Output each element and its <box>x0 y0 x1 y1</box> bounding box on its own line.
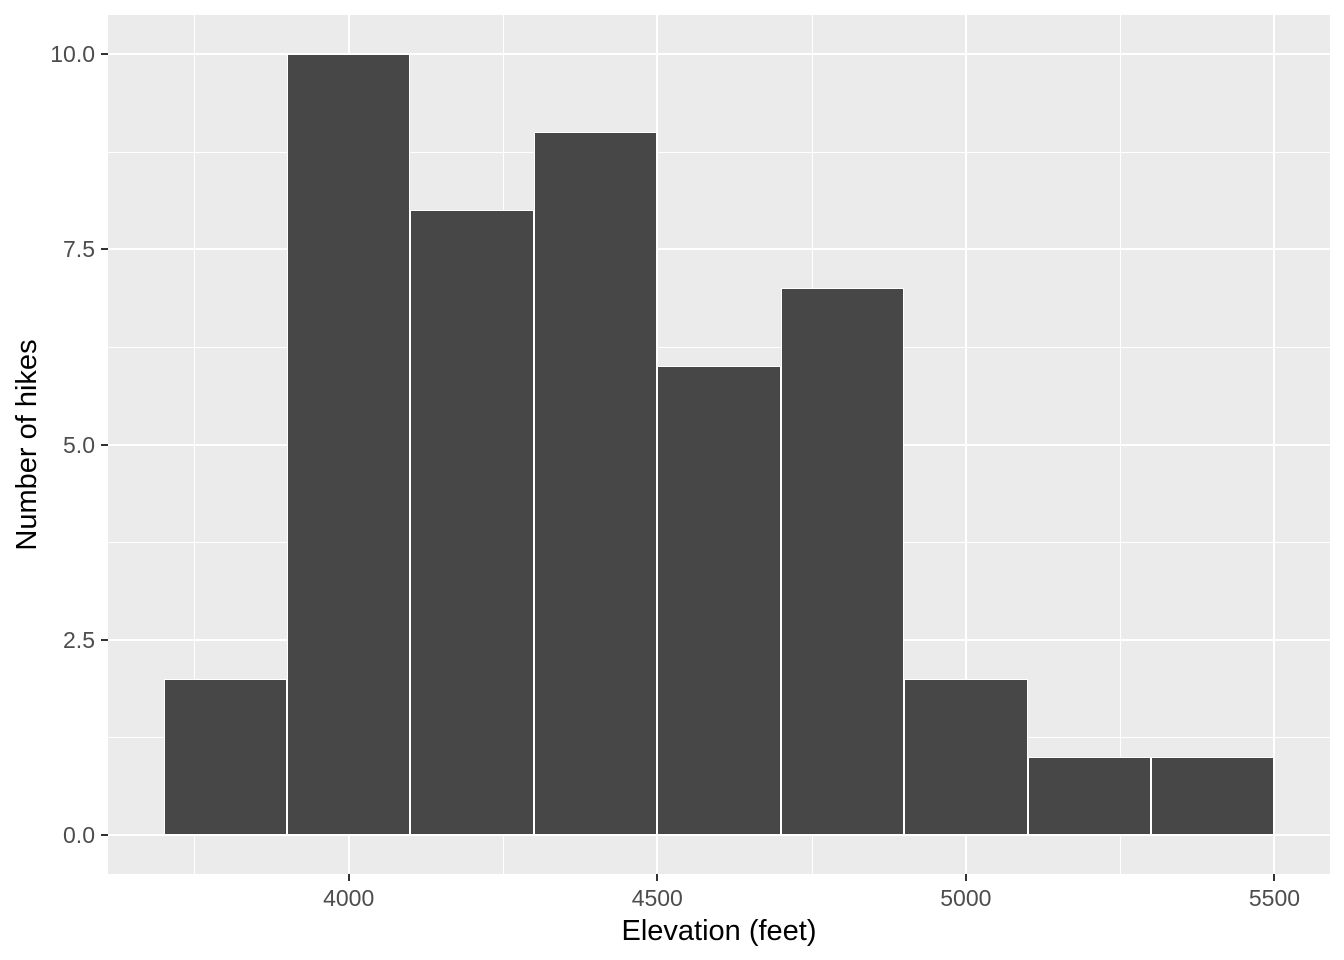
x-tick-mark <box>347 874 350 881</box>
y-tick-mark <box>101 638 108 641</box>
histogram-bar <box>286 54 411 835</box>
y-tick-mark <box>101 53 108 56</box>
y-tick-label: 10.0 <box>50 41 95 68</box>
y-major-gridline <box>108 53 1330 56</box>
x-axis-title: Elevation (feet) <box>621 915 817 947</box>
y-tick-label: 0.0 <box>63 821 95 848</box>
histogram-bar <box>1151 756 1275 835</box>
y-tick-label: 5.0 <box>63 431 95 458</box>
histogram-bar <box>780 288 905 835</box>
y-tick-label: 2.5 <box>63 626 95 653</box>
y-tick-mark <box>101 248 108 251</box>
histogram-bar <box>533 132 658 835</box>
y-major-gridline <box>108 833 1330 836</box>
plot-panel <box>108 15 1330 874</box>
y-tick-mark <box>101 833 108 836</box>
y-minor-gridline <box>108 151 1330 153</box>
x-tick-label: 5000 <box>940 885 992 911</box>
x-tick-mark <box>1273 874 1276 881</box>
histogram-bar <box>410 210 534 835</box>
y-minor-gridline <box>108 346 1330 348</box>
y-tick-mark <box>101 443 108 446</box>
histogram-bar <box>163 678 287 835</box>
x-tick-label: 4500 <box>631 885 683 911</box>
histogram-bar <box>1027 756 1151 835</box>
histogram-bar <box>904 678 1028 835</box>
histogram-bar <box>657 366 781 835</box>
y-tick-label: 7.5 <box>63 236 95 263</box>
y-major-gridline <box>108 248 1330 251</box>
x-tick-mark <box>964 874 967 881</box>
x-tick-label: 5500 <box>1248 885 1301 911</box>
x-tick-label: 4000 <box>323 885 375 911</box>
x-tick-mark <box>656 874 659 881</box>
